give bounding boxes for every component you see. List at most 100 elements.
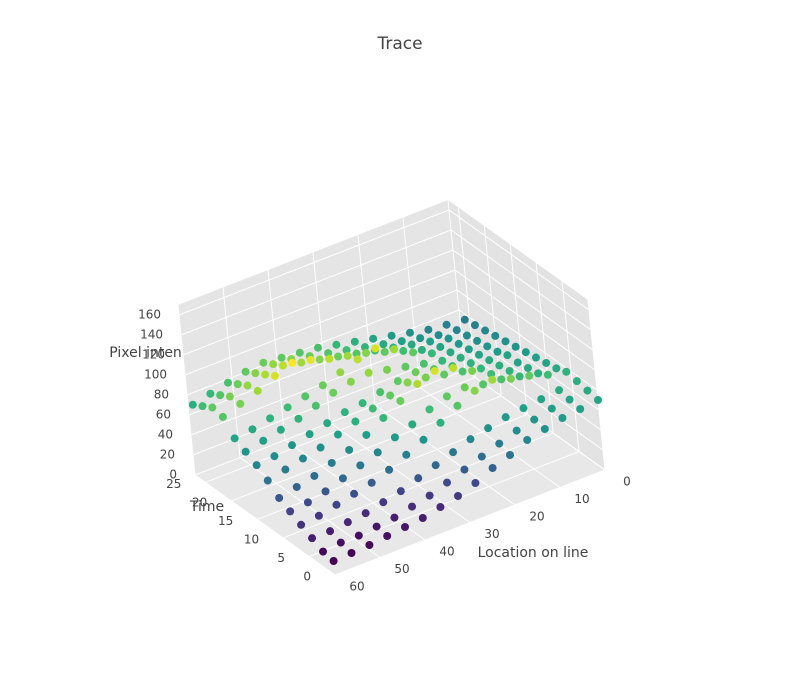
point [336,368,345,377]
point [460,383,469,392]
point [206,389,215,398]
point [223,378,232,387]
chart-title: Trace [376,34,422,54]
point [252,461,261,470]
point [531,353,540,362]
point [380,347,389,356]
point [483,342,492,351]
point [543,370,552,379]
grid-line [282,432,554,539]
point [353,355,362,364]
point [321,487,330,496]
point [484,424,493,433]
grid-line [205,376,476,483]
point [419,359,428,368]
point [411,368,420,377]
point [325,354,334,363]
point [440,370,449,379]
point [426,337,435,346]
point [347,549,356,557]
point [454,339,463,348]
x-axis-title: Location on line [478,545,589,561]
grid-line [186,289,458,396]
z-tick-label: 160 [138,308,161,322]
point [379,498,388,507]
z-tick-label: 120 [142,348,165,362]
point [409,348,418,357]
point [401,523,409,531]
point [473,336,482,345]
point [326,527,335,536]
point [383,365,392,374]
point [371,344,380,353]
point [436,503,445,511]
point [358,399,367,408]
point [418,514,427,522]
point [292,482,301,491]
point [356,461,365,470]
x-tick-label: 60 [349,580,364,594]
grid-line [239,457,381,558]
point [386,391,395,400]
grid-line [190,329,462,436]
point [488,375,497,384]
point [417,345,426,354]
point [367,478,376,487]
side-pane [448,200,605,470]
point [340,408,349,417]
point [506,451,514,459]
point [354,531,363,540]
point [270,452,279,461]
point [515,372,524,381]
point [511,342,520,351]
point [512,426,521,435]
point [350,489,359,498]
point [513,358,522,367]
point [248,425,257,434]
point [399,346,408,355]
point [555,386,564,395]
y-axis-title: Time [189,499,224,515]
point [319,547,328,556]
point [350,337,359,346]
point [236,399,245,408]
point [379,413,388,422]
point [396,396,405,405]
point [416,334,425,343]
point [458,367,467,376]
y-tick-label: 10 [244,532,259,546]
point [476,364,485,373]
grid-line [180,229,452,336]
point [251,369,260,378]
grid-line [454,269,596,371]
z-tick-label: 140 [140,328,163,342]
point [318,381,327,390]
grid-line [561,281,580,452]
point [540,425,549,433]
point [402,450,411,459]
point [534,369,543,378]
point [351,417,360,426]
grid-line [419,387,561,488]
z-tick-label: 100 [144,368,167,382]
point [376,388,385,397]
point [454,492,462,500]
x-tick-label: 10 [574,492,589,506]
point [453,401,462,410]
grid-line [257,413,528,520]
y-tick-label: 0 [303,570,311,584]
y-tick-label: 15 [218,514,233,528]
point [470,321,479,330]
point [443,478,452,487]
point [286,507,295,516]
point [259,436,268,445]
point [263,476,272,485]
point [385,465,394,474]
point [468,366,477,375]
grid-line [267,269,286,441]
y-tick-label: 25 [166,477,181,491]
point [523,436,532,444]
point [562,367,571,376]
point [390,433,399,442]
grid-line [448,209,590,311]
